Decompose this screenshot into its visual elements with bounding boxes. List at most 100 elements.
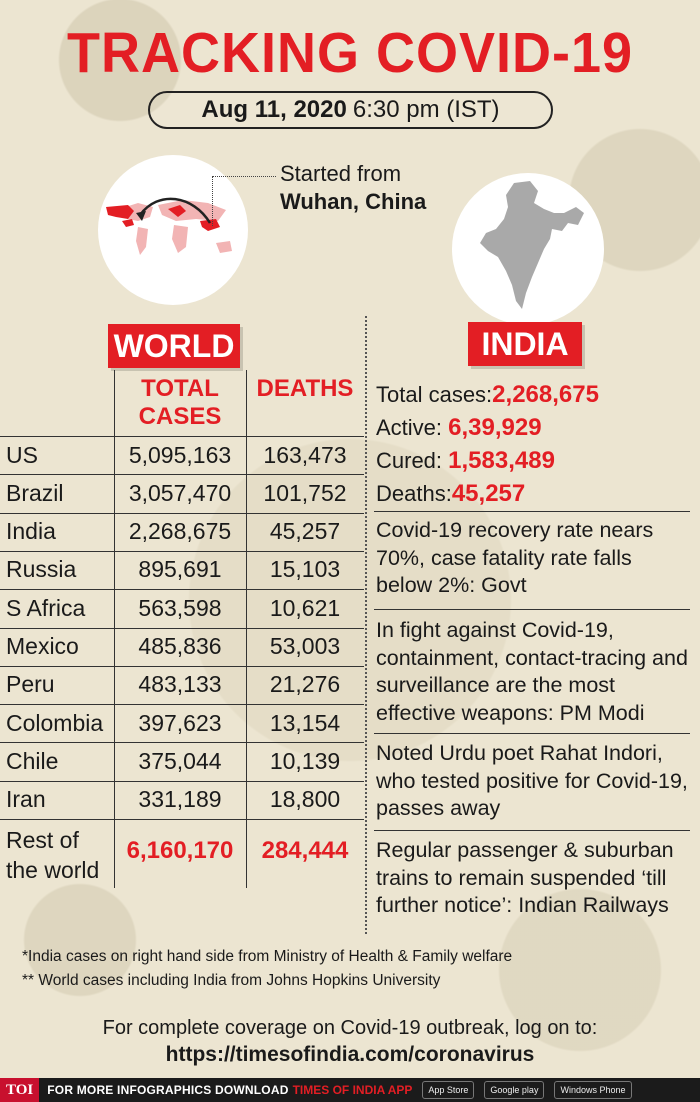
- stat-label: Cured:: [376, 448, 449, 473]
- row-divider: [0, 819, 364, 820]
- row-divider: [0, 665, 364, 667]
- country-cell: US: [6, 441, 38, 468]
- google-play-badge[interactable]: Google play: [484, 1081, 545, 1099]
- origin-note: Started from Wuhan, China: [280, 160, 426, 216]
- world-map-icon: [106, 197, 232, 255]
- bottom-bar-text: FOR MORE INFOGRAPHICS DOWNLOAD: [47, 1083, 289, 1097]
- country-cell: Rest of the world: [6, 825, 99, 885]
- cases-cell: 3,057,470: [128, 479, 232, 506]
- india-stat: Cured: 1,583,489: [376, 444, 555, 477]
- rest-label-line1: Rest of: [6, 827, 79, 853]
- deaths-cell: 45,257: [269, 518, 341, 545]
- column-separator: [365, 316, 367, 934]
- news-item: Noted Urdu poet Rahat Indori, who tested…: [376, 741, 688, 820]
- country-cell: S Africa: [6, 594, 86, 621]
- stat-value: 45,257: [451, 480, 526, 507]
- world-map-circle: [98, 155, 248, 305]
- table-divider: [246, 370, 247, 888]
- page-title: TRACKING COVID-19: [66, 21, 634, 85]
- stat-value: 2,268,675: [492, 381, 599, 408]
- coverage-link[interactable]: https://timesofindia.com/coronavirus: [165, 1043, 535, 1066]
- windows-phone-badge[interactable]: Windows Phone: [554, 1081, 632, 1099]
- table-divider: [114, 370, 115, 888]
- row-divider: [0, 589, 364, 591]
- cases-cell: 895,691: [138, 556, 222, 583]
- country-cell: Brazil: [6, 479, 64, 506]
- table-row: Peru 483,133 21,276: [0, 666, 364, 704]
- cases-cell: 483,133: [138, 671, 222, 698]
- table-row: Iran 331,189 18,800: [0, 781, 364, 819]
- cases-cell: 5,095,163: [128, 441, 232, 468]
- coverage-text: For complete coverage on Covid-19 outbre…: [102, 1017, 598, 1039]
- total-cases-header-line2: CASES: [138, 403, 222, 430]
- deaths-cell: 10,621: [269, 594, 341, 621]
- table-row: Chile 375,044 10,139: [0, 742, 364, 780]
- app-store-badge[interactable]: App Store: [422, 1081, 475, 1099]
- cases-cell: 331,189: [138, 786, 222, 813]
- deaths-cell: 18,800: [269, 786, 341, 813]
- deaths-cell: 163,473: [263, 441, 347, 468]
- leader-line: [212, 176, 213, 226]
- stat-label: Active:: [376, 415, 449, 440]
- news-divider: [374, 609, 690, 610]
- country-cell: India: [6, 518, 56, 545]
- deaths-cell: 284,444: [261, 837, 349, 864]
- footnote: *India cases on right hand side from Min…: [22, 948, 513, 965]
- stat-label: Total cases:: [376, 382, 493, 407]
- row-divider: [0, 436, 364, 437]
- cases-cell: 6,160,170: [126, 837, 234, 864]
- table-row: S Africa 563,598 10,621: [0, 589, 364, 627]
- rest-label-line2: the world: [6, 857, 100, 883]
- india-header: INDIA: [468, 322, 582, 366]
- time: 6:30 pm (IST): [352, 96, 500, 123]
- news-item: Regular passenger & suburban trains to r…: [376, 838, 674, 917]
- row-divider: [0, 512, 364, 514]
- india-stat: Active: 6,39,929: [376, 411, 542, 444]
- deaths-cell: 53,003: [269, 633, 341, 659]
- deaths-cell: 10,139: [269, 747, 341, 774]
- india-map-icon: [480, 181, 584, 309]
- deaths-cell: 13,154: [269, 709, 341, 736]
- deaths-cell: 21,276: [269, 671, 341, 698]
- date-box: Aug 11, 2020 6:30 pm (IST): [148, 91, 553, 129]
- table-row: Brazil 3,057,470 101,752: [0, 474, 364, 512]
- india-stat: Total cases:2,268,675: [376, 378, 599, 411]
- total-cases-header-line1: TOTAL: [141, 375, 219, 402]
- table-row: Colombia 397,623 13,154: [0, 704, 364, 742]
- stat-label: Deaths:: [376, 481, 452, 506]
- deaths-cell: 101,752: [263, 479, 347, 506]
- table-row: India 2,268,675 45,257: [0, 513, 364, 551]
- news-item: Covid-19 recovery rate nears 70%, case f…: [376, 518, 654, 597]
- country-cell: Chile: [6, 747, 59, 774]
- row-divider: [0, 627, 364, 629]
- stat-value: 1,583,489: [448, 447, 555, 474]
- cases-cell: 2,268,675: [128, 518, 232, 545]
- table-row: US 5,095,163 163,473: [0, 436, 364, 474]
- stat-value: 6,39,929: [448, 414, 542, 441]
- leader-line: [212, 176, 276, 177]
- deaths-cell: 15,103: [269, 556, 341, 583]
- cases-cell: 563,598: [138, 594, 222, 621]
- cases-cell: 397,623: [138, 709, 222, 736]
- rest-of-world-row: Rest of the world 6,160,170 284,444: [0, 819, 364, 889]
- country-cell: Peru: [6, 671, 55, 698]
- row-divider: [0, 474, 364, 476]
- cases-cell: 375,044: [138, 747, 222, 774]
- news-divider: [374, 511, 690, 512]
- origin-city: Wuhan, China: [280, 189, 427, 214]
- app-name: TIMES OF INDIA APP: [292, 1083, 413, 1097]
- total-cases-header: TOTAL CASES: [114, 375, 246, 431]
- row-divider: [0, 780, 364, 782]
- row-divider: [0, 550, 364, 552]
- country-cell: Iran: [6, 786, 46, 813]
- row-divider: [0, 704, 364, 706]
- country-cell: Colombia: [6, 709, 104, 736]
- date: Aug 11, 2020: [201, 96, 347, 123]
- cases-cell: 485,836: [138, 633, 222, 659]
- country-cell: Russia: [6, 556, 77, 583]
- deaths-header: DEATHS: [256, 375, 354, 402]
- footnote: ** World cases including India from John…: [22, 972, 441, 989]
- country-cell: Mexico: [6, 633, 79, 659]
- toi-logo: TOI: [0, 1078, 40, 1102]
- world-header: WORLD: [108, 324, 240, 368]
